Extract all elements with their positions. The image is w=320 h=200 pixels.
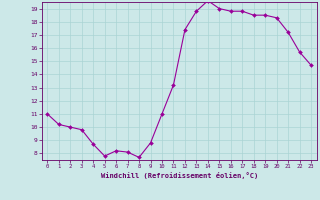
X-axis label: Windchill (Refroidissement éolien,°C): Windchill (Refroidissement éolien,°C) [100, 172, 258, 179]
